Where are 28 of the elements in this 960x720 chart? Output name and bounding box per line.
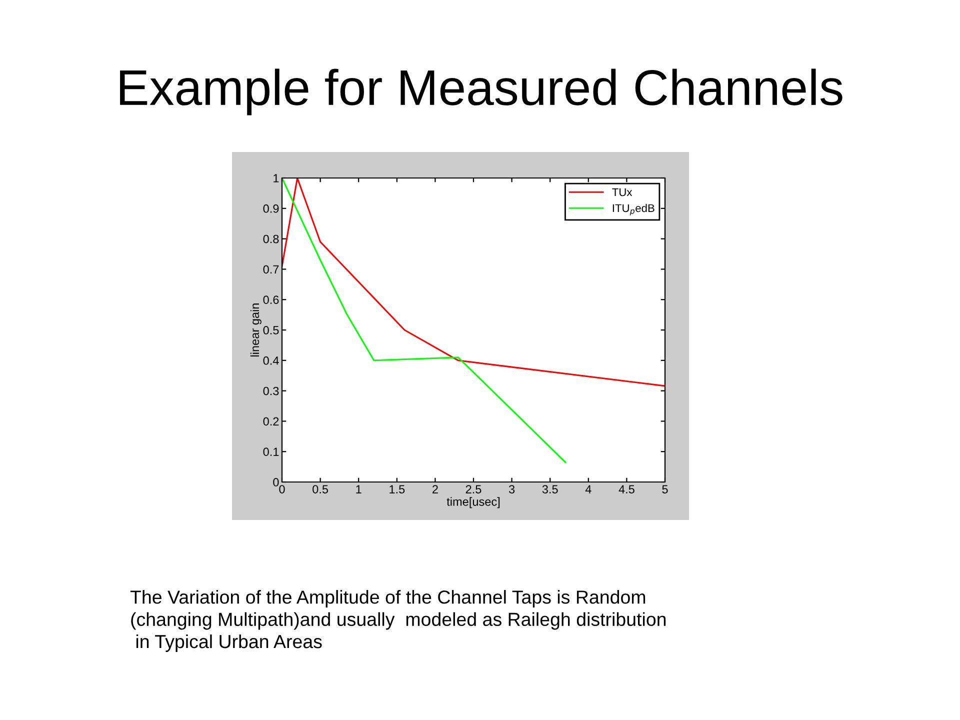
y-tick-label: 0 bbox=[273, 478, 279, 486]
x-tick-label: 1 bbox=[356, 485, 362, 494]
y-axis-title: linear gain bbox=[250, 304, 262, 356]
x-tick-label: 3.5 bbox=[542, 485, 558, 494]
x-axis-title: time[usec] bbox=[446, 497, 500, 508]
y-tick-label: 0.5 bbox=[263, 326, 279, 334]
y-tick-label: 0.1 bbox=[263, 448, 279, 456]
x-tick-label: 3 bbox=[508, 485, 515, 494]
x-tick-label: 5 bbox=[662, 485, 668, 494]
legend-label: ITU$_{p}$edB bbox=[612, 204, 654, 216]
chart-title: Example for Measured Channels bbox=[120, 68, 842, 116]
y-tick-label: 0.2 bbox=[263, 417, 279, 426]
x-tick-label: 0.5 bbox=[312, 485, 328, 494]
y-tick-label: 1 bbox=[274, 174, 279, 182]
x-tick-label: 1.5 bbox=[390, 485, 405, 494]
x-tick-label: 2.5 bbox=[466, 485, 482, 494]
y-tick-label: 0.4 bbox=[263, 356, 279, 365]
legend-label: TUx bbox=[612, 188, 632, 196]
x-tick-label: 0 bbox=[279, 485, 285, 494]
x-tick-label: 4.5 bbox=[618, 485, 634, 494]
y-tick-label: 0.8 bbox=[263, 234, 279, 244]
x-tick-label: 4 bbox=[585, 485, 592, 494]
x-tick-label: 2 bbox=[432, 485, 438, 494]
text: The Variation of the Amplitude of the Channel Taps is Random (changing Multipath)and usually modeled as Railegh distribution in Typical Urban Areas bbox=[130, 590, 666, 652]
y-tick-label: 0.6 bbox=[263, 296, 279, 304]
y-tick-label: 0.7 bbox=[263, 265, 279, 274]
y-tick-label: 0.3 bbox=[263, 386, 279, 396]
y-tick-label: 0.9 bbox=[263, 204, 279, 213]
